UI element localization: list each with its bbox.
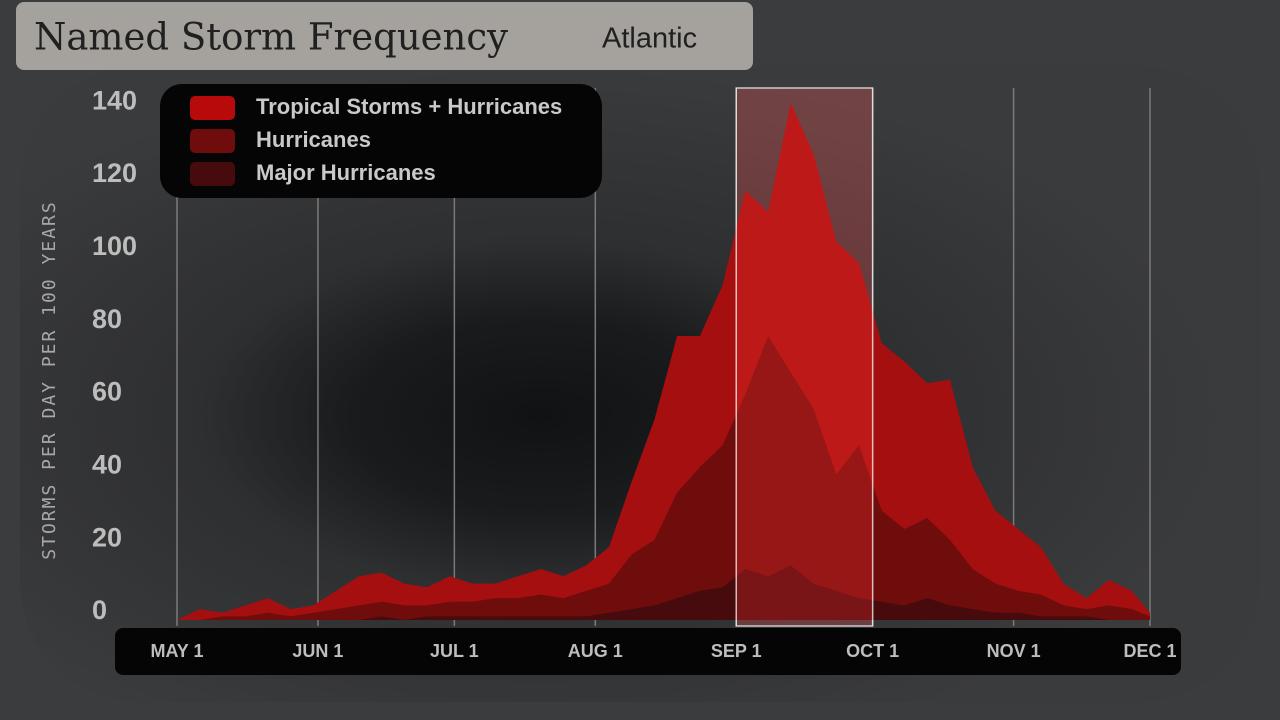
legend-box	[160, 84, 602, 198]
legend-swatch	[190, 162, 235, 186]
area	[177, 565, 1150, 620]
legend-label: Tropical Storms + Hurricanes	[256, 94, 562, 119]
x-tick-label: DEC 1	[1123, 641, 1176, 661]
chart-title: Named Storm Frequency	[34, 16, 508, 59]
plot-area	[177, 102, 1150, 621]
area	[177, 335, 1150, 620]
y-tick-label: 80	[92, 304, 122, 334]
x-tick-label: SEP 1	[711, 641, 762, 661]
legend: Tropical Storms + Hurricanes Hurricanes Ma…	[160, 84, 602, 198]
y-tick-label: 60	[92, 377, 122, 407]
y-axis-label: STORMS PER DAY PER 100 YEARS	[39, 200, 60, 559]
x-tick-label: AUG 1	[568, 641, 623, 661]
overlay	[735, 87, 874, 627]
x-tick-label: JUN 1	[292, 641, 343, 661]
y-tick-label: 0	[92, 595, 107, 625]
y-tick-label: 120	[92, 158, 137, 188]
y-tick-label: 100	[92, 231, 137, 261]
y-tick-label: 40	[92, 449, 122, 479]
legend-swatch	[190, 96, 235, 120]
y-tick-label: 20	[92, 522, 122, 552]
legend-swatch	[190, 129, 235, 153]
x-axis-bar	[115, 628, 1181, 675]
legend-label: Major Hurricanes	[256, 160, 436, 185]
x-tick-label: OCT 1	[846, 641, 899, 661]
x-tick-label: NOV 1	[987, 641, 1041, 661]
axes: MAY 1 JUN 1 JUL 1 AUG 1 SEP 1 OCT 1 NOV 1 DEC 1…	[92, 85, 1181, 675]
y-tick-label: 140	[92, 85, 137, 115]
title-tab	[16, 2, 753, 70]
area	[177, 102, 1150, 621]
x-tick-label: JUL 1	[430, 641, 479, 661]
highlight-band	[735, 87, 874, 627]
x-tick-label: MAY 1	[150, 641, 203, 661]
chart-subtitle: Atlantic	[602, 23, 697, 55]
legend-label: Hurricanes	[256, 127, 371, 152]
